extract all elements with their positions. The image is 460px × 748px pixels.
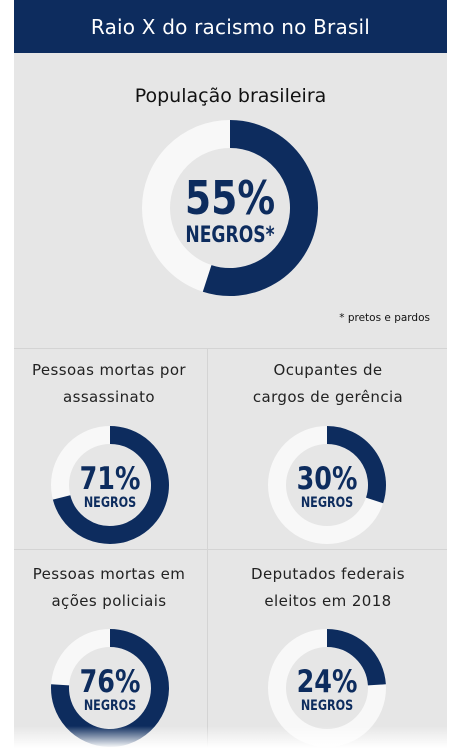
main-donut-value: 55% (185, 171, 275, 225)
main-chart-title: População brasileira (134, 85, 327, 107)
donut-value: 24% (297, 664, 358, 700)
footnote: * pretos e pardos (339, 312, 430, 324)
donut-value: 71% (80, 461, 141, 497)
donut-arc (52, 426, 169, 544)
donut-arc (326, 426, 386, 504)
donut-value: 30% (297, 461, 358, 497)
cell-title-acoes-policiais: Pessoas mortas em ações policiais (32, 565, 186, 610)
cell-title-gerencia: Ocupantes de cargos de gerência (252, 361, 404, 406)
divider-middle (14, 549, 447, 550)
divider-vertical-1 (207, 349, 208, 549)
donut-gerencia: 30% NEGROS (268, 426, 386, 544)
main-donut-sublabel: NEGROS* (185, 222, 274, 248)
donut-acoes-policiais: 76% NEGROS (51, 629, 169, 747)
divider-top (14, 348, 447, 349)
cell-title-assassinato: Pessoas mortas por assassinato (32, 361, 186, 406)
donut-sublabel: NEGROS (301, 494, 353, 511)
donut-value: 76% (80, 664, 141, 700)
header-bar: Raio X do racismo no Brasil (14, 0, 447, 53)
cell-title-deputados: Deputados federais eleitos em 2018 (251, 565, 405, 610)
header-title: Raio X do racismo no Brasil (90, 14, 371, 39)
donut-arc (326, 629, 386, 686)
donut-sublabel: NEGROS (84, 494, 136, 511)
bottom-fade (0, 726, 460, 748)
donut-sublabel: NEGROS (84, 697, 136, 714)
main-donut-arc (202, 120, 318, 296)
donut-sublabel: NEGROS (301, 697, 353, 714)
donut-arc (51, 629, 169, 747)
main-donut-chart: 55% NEGROS* (142, 120, 318, 296)
divider-vertical-2 (207, 550, 208, 748)
infographic-card: Raio X do racismo no Brasil População br… (14, 0, 447, 748)
donut-assassinato: 71% NEGROS (51, 426, 169, 544)
